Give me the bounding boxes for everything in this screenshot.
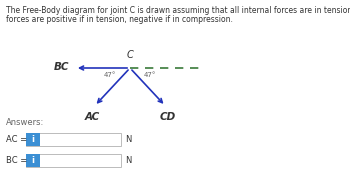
Text: 47°: 47° [104, 72, 116, 78]
Text: The Free-Body diagram for joint C is drawn assuming that all internal forces are: The Free-Body diagram for joint C is dra… [6, 6, 350, 15]
Text: N: N [125, 156, 131, 165]
Text: C: C [127, 50, 133, 60]
Text: forces are positive if in tension, negative if in compression.: forces are positive if in tension, negat… [6, 15, 233, 24]
Bar [26, 154, 121, 167]
Bar [26, 133, 40, 146]
Bar [26, 133, 121, 146]
Text: AC =: AC = [6, 135, 27, 144]
Bar [26, 154, 40, 167]
Text: CD: CD [159, 112, 176, 122]
Text: N: N [125, 135, 131, 144]
Text: Answers:: Answers: [6, 118, 44, 127]
Text: BC =: BC = [6, 156, 27, 165]
Text: BC: BC [54, 62, 69, 72]
Text: 47°: 47° [144, 72, 156, 78]
Text: AC: AC [85, 112, 100, 122]
Text: i: i [32, 156, 35, 165]
Text: i: i [32, 135, 35, 144]
